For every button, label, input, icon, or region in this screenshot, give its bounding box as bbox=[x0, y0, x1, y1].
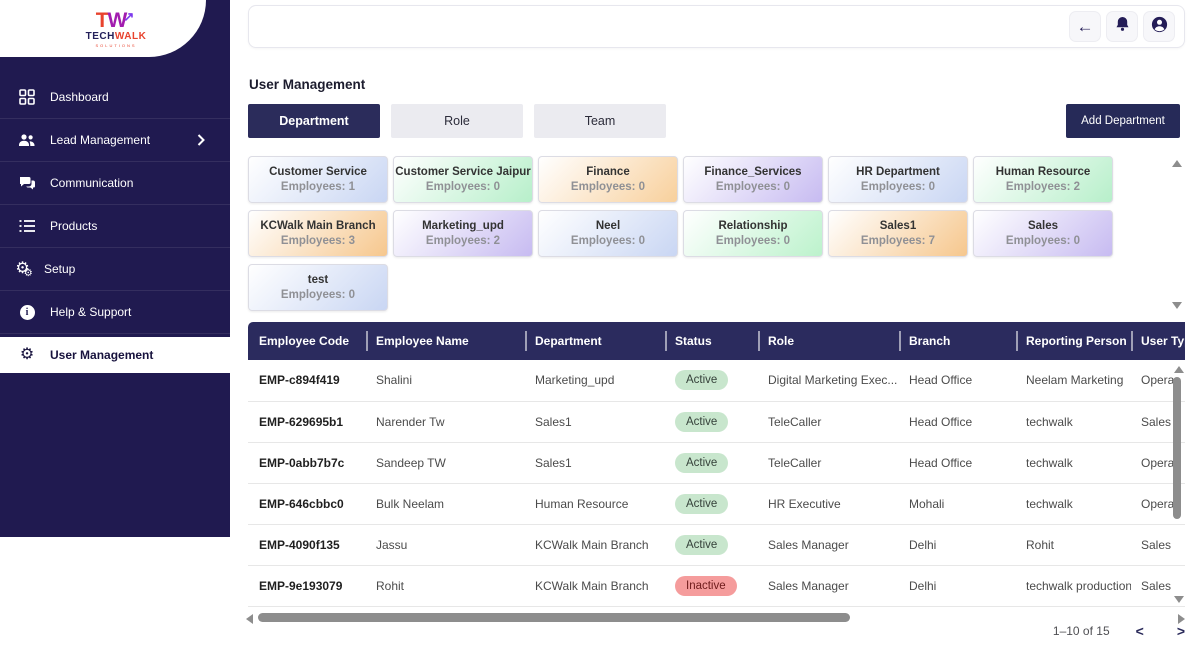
table-row[interactable]: EMP-629695b1 Narender Tw Sales1 Active Tel… bbox=[248, 401, 1185, 443]
col-branch: Branch bbox=[899, 322, 1016, 360]
growth-arrow-icon: ↗ bbox=[123, 8, 134, 24]
department-card[interactable]: test Employees: 0 bbox=[248, 264, 388, 311]
table-scroll-down-arrow[interactable] bbox=[1174, 596, 1184, 603]
sidebar-item-setup[interactable]: ⚙ ⚙ Setup bbox=[0, 248, 230, 291]
department-card[interactable]: Customer Service Jaipur Employees: 0 bbox=[393, 156, 533, 203]
table-horizontal-scrollbar[interactable] bbox=[258, 613, 850, 622]
col-status: Status bbox=[665, 322, 758, 360]
status-badge: Inactive bbox=[675, 575, 737, 596]
department-card[interactable]: Sales Employees: 0 bbox=[973, 210, 1113, 257]
dashboard-grid-icon bbox=[17, 88, 37, 106]
table-row[interactable]: EMP-9e193079 Rohit KCWalk Main Branch Inac… bbox=[248, 565, 1185, 607]
add-department-button[interactable]: Add Department bbox=[1066, 104, 1180, 138]
status-badge: Active bbox=[675, 534, 729, 555]
department-card[interactable]: Human Resource Employees: 2 bbox=[973, 156, 1113, 203]
status-badge: Active bbox=[675, 411, 729, 432]
brand-name: TECHWALK bbox=[85, 30, 147, 42]
top-bar: ← bbox=[248, 5, 1185, 48]
gears-icon: ⚙ ⚙ bbox=[15, 260, 33, 279]
back-arrow-icon: ← bbox=[1076, 17, 1094, 36]
department-card[interactable]: Marketing_upd Employees: 2 bbox=[393, 210, 533, 257]
bell-icon bbox=[1115, 16, 1130, 37]
sidebar-item-dashboard[interactable]: Dashboard bbox=[0, 76, 230, 119]
table-row[interactable]: EMP-4090f135 Jassu KCWalk Main Branch Acti… bbox=[248, 524, 1185, 566]
department-card[interactable]: Relationship Employees: 0 bbox=[683, 210, 823, 257]
employee-table: Employee Code Employee Name Department S… bbox=[248, 322, 1185, 607]
department-card[interactable]: Customer Service Employees: 1 bbox=[248, 156, 388, 203]
list-icon bbox=[17, 217, 37, 235]
brand-mark: TW↗ bbox=[95, 8, 135, 32]
sidebar-item-products[interactable]: Products bbox=[0, 205, 230, 248]
table-row[interactable]: EMP-c894f419 Shalini Marketing_upd Active … bbox=[248, 360, 1185, 402]
gear-icon: ⚙ bbox=[19, 346, 35, 363]
col-reporting-person: Reporting Person bbox=[1016, 322, 1131, 360]
cards-scroll-up-arrow[interactable] bbox=[1172, 160, 1182, 167]
brand-logo: TW↗ TECHWALK SOLUTIONS bbox=[0, 0, 206, 57]
sidebar-item-user-management[interactable]: ⚙ User Management bbox=[0, 337, 230, 373]
pagination-range: 1–10 of 15 bbox=[1052, 624, 1110, 638]
tab-team[interactable]: Team bbox=[534, 104, 666, 138]
tab-bar: Department Role Team bbox=[248, 104, 666, 138]
table-row[interactable]: EMP-646cbbc0 Bulk Neelam Human Resource Ac… bbox=[248, 483, 1185, 525]
table-header: Employee Code Employee Name Department S… bbox=[248, 322, 1185, 360]
back-button[interactable]: ← bbox=[1069, 11, 1101, 42]
col-role: Role bbox=[758, 322, 899, 360]
pagination-prev-button[interactable]: < bbox=[1135, 623, 1144, 639]
department-card[interactable]: Finance Employees: 0 bbox=[538, 156, 678, 203]
tab-role[interactable]: Role bbox=[391, 104, 523, 138]
cards-scroll-down-arrow[interactable] bbox=[1172, 302, 1182, 309]
people-icon bbox=[17, 131, 37, 149]
department-card[interactable]: Neel Employees: 0 bbox=[538, 210, 678, 257]
department-cards-grid: Customer Service Employees: 1 Customer Se… bbox=[248, 156, 1118, 311]
table-scroll-left-arrow[interactable] bbox=[246, 614, 253, 624]
sidebar-nav: Dashboard Lead Management Communication bbox=[0, 76, 230, 377]
col-employee-code: Employee Code bbox=[248, 322, 366, 360]
col-user-type: User Type bbox=[1131, 322, 1185, 360]
status-badge: Active bbox=[675, 493, 729, 514]
table-vertical-scrollbar[interactable] bbox=[1173, 377, 1181, 519]
sidebar-item-help-support[interactable]: i Help & Support bbox=[0, 291, 230, 334]
notifications-button[interactable] bbox=[1106, 11, 1138, 42]
col-department: Department bbox=[525, 322, 665, 360]
tab-department[interactable]: Department bbox=[248, 104, 380, 138]
chevron-right-icon bbox=[191, 131, 211, 149]
sidebar: TW↗ TECHWALK SOLUTIONS Dashboard Lead Ma… bbox=[0, 0, 230, 537]
info-icon: i bbox=[17, 303, 37, 321]
chat-bubbles-icon bbox=[17, 174, 37, 192]
pagination: 1–10 of 15 < > bbox=[950, 624, 1185, 638]
page-title: User Management bbox=[249, 77, 366, 92]
table-scroll-up-arrow[interactable] bbox=[1174, 366, 1184, 373]
brand-tagline: SOLUTIONS bbox=[95, 42, 137, 48]
sidebar-item-lead-management[interactable]: Lead Management bbox=[0, 119, 230, 162]
department-card[interactable]: KCWalk Main Branch Employees: 3 bbox=[248, 210, 388, 257]
table-row[interactable]: EMP-0abb7b7c Sandeep TW Sales1 Active Tele… bbox=[248, 442, 1185, 484]
sidebar-item-communication[interactable]: Communication bbox=[0, 162, 230, 205]
table-scroll-right-arrow[interactable] bbox=[1178, 614, 1185, 624]
col-employee-name: Employee Name bbox=[366, 322, 525, 360]
department-card[interactable]: Finance_Services Employees: 0 bbox=[683, 156, 823, 203]
pagination-next-button[interactable]: > bbox=[1176, 623, 1185, 639]
department-card[interactable]: Sales1 Employees: 7 bbox=[828, 210, 968, 257]
status-badge: Active bbox=[675, 452, 729, 473]
status-badge: Active bbox=[675, 370, 729, 391]
avatar-icon bbox=[1151, 16, 1168, 38]
department-card[interactable]: HR Department Employees: 0 bbox=[828, 156, 968, 203]
profile-button[interactable] bbox=[1143, 11, 1175, 42]
